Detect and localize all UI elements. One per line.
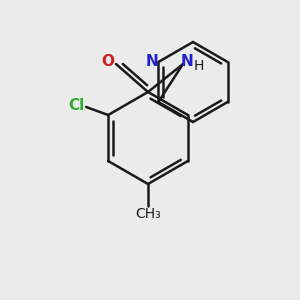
Text: N: N [181,55,194,70]
Text: H: H [194,59,204,73]
Text: CH₃: CH₃ [135,207,161,221]
Text: O: O [101,55,115,70]
Text: N: N [146,55,159,70]
Text: Cl: Cl [68,98,84,112]
